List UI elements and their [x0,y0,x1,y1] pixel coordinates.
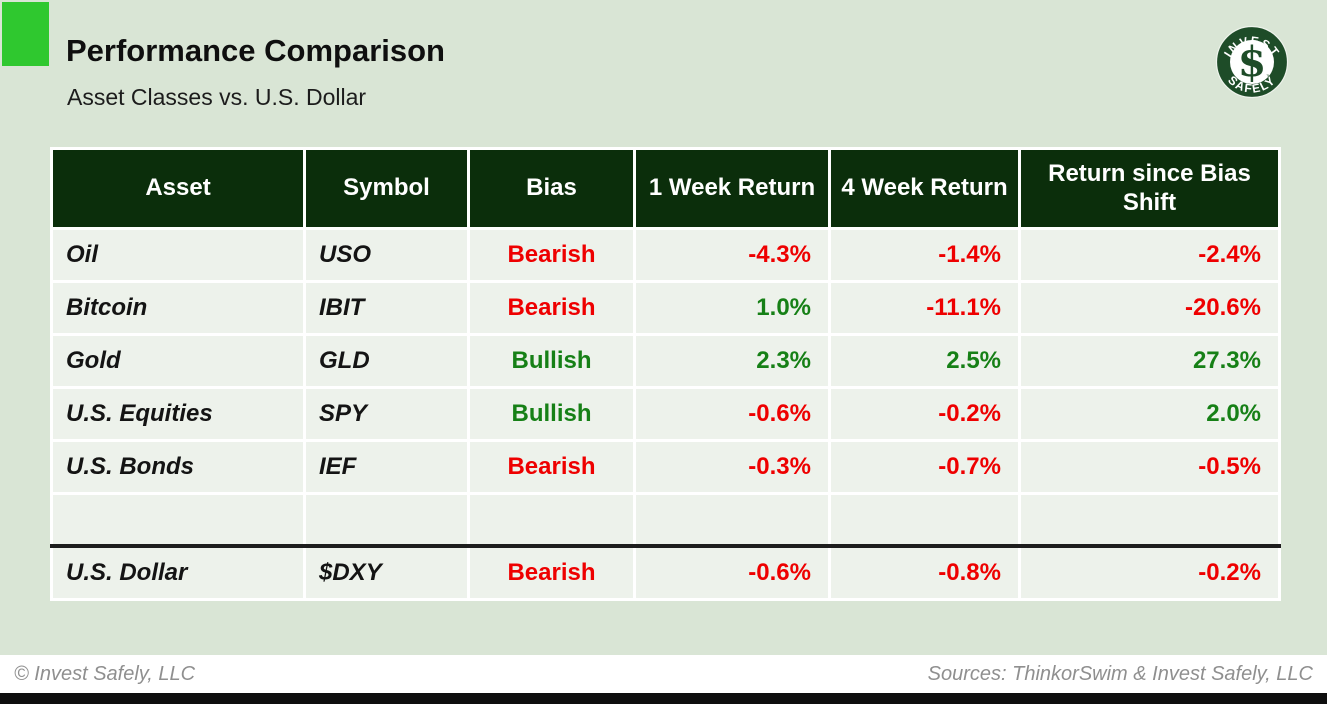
cell-bias: Bearish [467,280,636,336]
table-row-oil: Oil USO Bearish -4.3% -1.4% -2.4% [50,227,1281,283]
empty-cell [467,492,636,548]
cell-asset: U.S. Equities [50,386,306,442]
table-row-us-equities: U.S. Equities SPY Bullish -0.6% -0.2% 2.… [50,386,1281,442]
svg-text:SAFELY: SAFELY [1225,73,1278,96]
empty-cell [633,492,831,548]
performance-table-container: Asset Symbol Bias 1 Week Return 4 Week R… [50,147,1281,601]
cell-4-week-return: -11.1% [828,280,1021,336]
cell-4-week-return: -0.7% [828,439,1021,495]
page-title: Performance Comparison [66,33,445,68]
cell-asset: U.S. Dollar [50,544,306,601]
cell-return-since-bias-shift: -20.6% [1018,280,1281,336]
cell-4-week-return: -0.8% [828,544,1021,601]
accent-bar [2,2,49,66]
cell-1-week-return: 2.3% [633,333,831,389]
table-row-bitcoin: Bitcoin IBIT Bearish 1.0% -11.1% -20.6% [50,280,1281,336]
cell-symbol: USO [303,227,470,283]
cell-bias: Bullish [467,333,636,389]
table-row-us-dollar-baseline: U.S. Dollar $DXY Bearish -0.6% -0.8% -0.… [50,544,1281,601]
col-header-4-week-return: 4 Week Return [828,147,1021,230]
cell-asset: Bitcoin [50,280,306,336]
header-row: Asset Symbol Bias 1 Week Return 4 Week R… [50,147,1281,230]
cell-return-since-bias-shift: 2.0% [1018,386,1281,442]
cell-1-week-return: -0.3% [633,439,831,495]
table-row-us-bonds: U.S. Bonds IEF Bearish -0.3% -0.7% -0.5% [50,439,1281,495]
sources-text: Sources: ThinkorSwim & Invest Safely, LL… [927,662,1313,685]
cell-asset: U.S. Bonds [50,439,306,495]
footer: © Invest Safely, LLC Sources: ThinkorSwi… [0,655,1327,693]
performance-table: Asset Symbol Bias 1 Week Return 4 Week R… [50,147,1281,601]
page-subtitle: Asset Classes vs. U.S. Dollar [67,84,367,110]
cell-symbol: $DXY [303,544,470,601]
empty-cell [828,492,1021,548]
cell-1-week-return: 1.0% [633,280,831,336]
spacer-row [50,492,1281,548]
logo-text-bottom: SAFELY [1225,73,1277,96]
cell-4-week-return: 2.5% [828,333,1021,389]
col-header-bias: Bias [467,147,636,230]
cell-symbol: IEF [303,439,470,495]
logo-trademark: ™ [1266,74,1271,80]
cell-return-since-bias-shift: -0.2% [1018,544,1281,601]
col-header-return-since-bias-shift: Return since Bias Shift [1018,147,1281,230]
cell-1-week-return: -4.3% [633,227,831,283]
cell-bias: Bearish [467,439,636,495]
cell-return-since-bias-shift: 27.3% [1018,333,1281,389]
cell-symbol: GLD [303,333,470,389]
bottom-bar [0,693,1327,704]
col-header-symbol: Symbol [303,147,470,230]
copyright-text: © Invest Safely, LLC [14,662,196,685]
logo-inner-circle [1230,40,1274,84]
col-header-1-week-return: 1 Week Return [633,147,831,230]
empty-cell [1018,492,1281,548]
logo-dollar-monogram: $ [1238,38,1267,86]
cell-symbol: IBIT [303,280,470,336]
table-row-gold: Gold GLD Bullish 2.3% 2.5% 27.3% [50,333,1281,389]
cell-bias: Bullish [467,386,636,442]
cell-1-week-return: -0.6% [633,544,831,601]
invest-safely-logo: INVEST SAFELY $ ™ [1215,25,1289,99]
col-header-asset: Asset [50,147,306,230]
empty-cell [303,492,470,548]
cell-4-week-return: -1.4% [828,227,1021,283]
cell-4-week-return: -0.2% [828,386,1021,442]
empty-cell [50,492,306,548]
cell-return-since-bias-shift: -0.5% [1018,439,1281,495]
cell-return-since-bias-shift: -2.4% [1018,227,1281,283]
cell-bias: Bearish [467,227,636,283]
cell-asset: Oil [50,227,306,283]
cell-asset: Gold [50,333,306,389]
cell-bias: Bearish [467,544,636,601]
cell-1-week-return: -0.6% [633,386,831,442]
cell-symbol: SPY [303,386,470,442]
